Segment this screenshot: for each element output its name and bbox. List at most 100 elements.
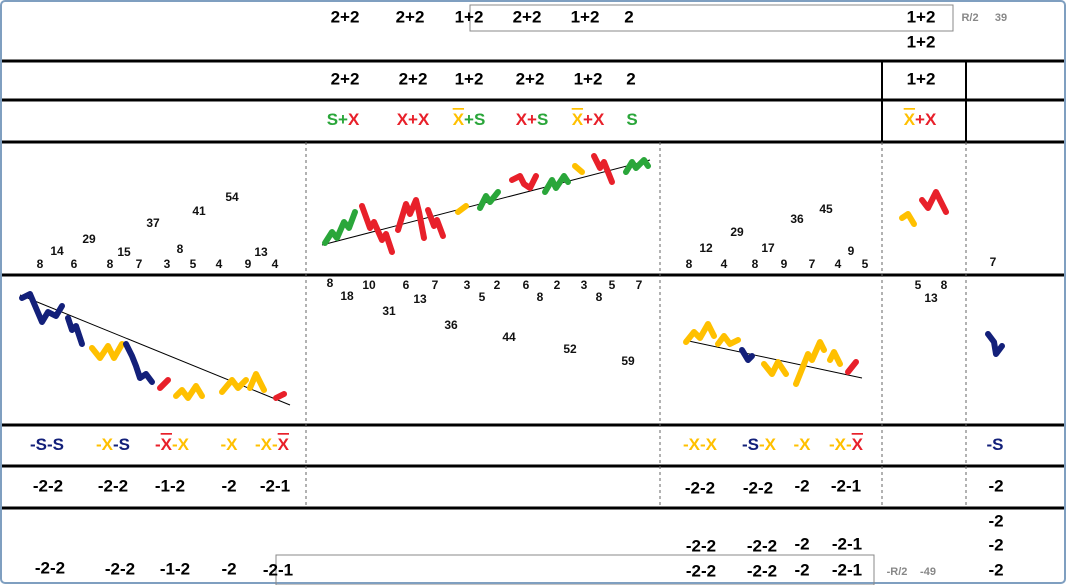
code-part: X — [278, 435, 290, 454]
trough-number: 13 — [413, 292, 427, 306]
count-label: -1-2 — [155, 476, 185, 495]
peak-number: 7 — [136, 257, 143, 271]
peak-number: 4 — [272, 257, 279, 271]
code-label: X+X — [904, 110, 937, 129]
code-label: -X-X — [255, 435, 290, 454]
trough-number: 6 — [523, 278, 530, 292]
peak-number: 8 — [107, 257, 114, 271]
peak-number: 5 — [190, 257, 197, 271]
peak-number: 45 — [819, 202, 833, 216]
code-part: X — [904, 110, 916, 129]
count-label: 2+2 — [516, 69, 545, 88]
trough-number: 8 — [596, 290, 603, 304]
count-label: 2+2 — [396, 7, 425, 26]
code-part: -X — [759, 435, 777, 454]
count-label: -2 — [794, 476, 809, 495]
count-label: 1+2 — [907, 7, 936, 26]
code-part: -S — [113, 435, 130, 454]
trough-number: 13 — [924, 291, 938, 305]
code-label: -X — [794, 435, 812, 454]
trough-number: 7 — [432, 278, 439, 292]
code-label: X+X — [572, 110, 605, 129]
count-label: -2-1 — [263, 560, 293, 579]
code-label: -S-X — [742, 435, 777, 454]
code-part: -X — [172, 435, 190, 454]
count-label: 2 — [626, 69, 635, 88]
trough-number: 3 — [581, 278, 588, 292]
code-label: -X-X — [829, 435, 864, 454]
trough-number: 5 — [609, 278, 616, 292]
labels: 2+2 2+2 1+2 2+2 1+2 2 1+21+2R/2 392+2 2+2 1+2 2+2 1… — [30, 7, 1007, 580]
code-part: +X — [915, 110, 937, 129]
trough-number: 44 — [502, 330, 516, 344]
trough-number: 5 — [915, 278, 922, 292]
code-label: S — [626, 110, 637, 129]
peak-number: 13 — [254, 245, 268, 259]
code-part: + — [338, 110, 348, 129]
zigzags — [19, 153, 1005, 406]
code-part: X+X — [397, 110, 430, 129]
peak-number: 7 — [990, 255, 997, 269]
count-label: -2 — [794, 560, 809, 579]
peak-number: 4 — [216, 257, 223, 271]
count-label: -2 — [988, 560, 1003, 579]
trough-number: 8 — [327, 276, 334, 290]
code-part: -X- — [829, 435, 852, 454]
count-label: -2-2 — [35, 558, 65, 577]
count-label: 1+2 — [571, 7, 600, 26]
trough-number: 31 — [382, 304, 396, 318]
code-part: X — [572, 110, 584, 129]
peak-number: 5 — [862, 257, 869, 271]
peak-number: 4 — [721, 257, 728, 271]
peak-number: 54 — [225, 190, 239, 204]
count-label: -1-2 — [160, 559, 190, 578]
code-part: -X- — [255, 435, 278, 454]
trough-number: 8 — [537, 290, 544, 304]
code-part: X — [161, 435, 173, 454]
trough-number: 7 — [636, 278, 643, 292]
peak-number: 9 — [781, 257, 788, 271]
count-label: -2 — [988, 511, 1003, 530]
code-part: -X — [96, 435, 114, 454]
trough-number: 8 — [941, 278, 948, 292]
note: -49 — [920, 566, 936, 578]
count-label: -2-2 — [98, 476, 128, 495]
trough-number: 10 — [362, 278, 376, 292]
code-part: -X — [794, 435, 812, 454]
count-label: -2-2 — [747, 561, 777, 580]
peak-number: 9 — [848, 244, 855, 258]
count-label: 2 — [624, 7, 633, 26]
code-part: X — [852, 435, 864, 454]
peak-number: 37 — [146, 216, 160, 230]
note: 39 — [995, 12, 1007, 24]
count-label: -2 — [988, 535, 1003, 554]
peak-number: 3 — [164, 257, 171, 271]
count-label: -2 — [221, 559, 236, 578]
count-label: -2-1 — [832, 534, 862, 553]
count-label: -2-2 — [743, 478, 773, 497]
peak-number: 41 — [192, 204, 206, 218]
count-label: -2-1 — [831, 476, 861, 495]
code-part: X — [453, 110, 465, 129]
peak-number: 29 — [82, 232, 96, 246]
code-part: S — [537, 110, 548, 129]
count-label: 2+2 — [331, 69, 360, 88]
code-part: -X-X — [683, 435, 718, 454]
peak-number: 9 — [245, 257, 252, 271]
code-label: X+X — [397, 110, 430, 129]
peak-number: 17 — [761, 241, 775, 255]
count-label: 2+2 — [331, 7, 360, 26]
peak-number: 8 — [37, 257, 44, 271]
note: R/2 — [961, 12, 978, 24]
count-label: 1+2 — [907, 32, 936, 51]
code-part: S — [626, 110, 637, 129]
count-label: -2-2 — [33, 476, 63, 495]
trough-number: 18 — [340, 289, 354, 303]
count-label: -2-2 — [686, 561, 716, 580]
peak-number: 4 — [835, 257, 842, 271]
code-part: -S — [742, 435, 759, 454]
peak-number: 12 — [699, 241, 713, 255]
count-label: -2 — [988, 476, 1003, 495]
code-part: +S — [464, 110, 485, 129]
